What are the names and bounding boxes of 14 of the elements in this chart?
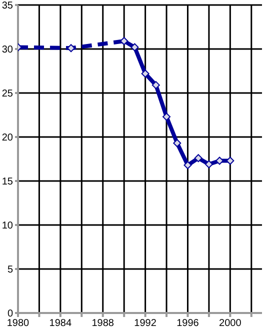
- x-tick-label: 2000: [219, 318, 242, 330]
- y-tick-label: 30: [2, 44, 14, 56]
- x-tick-label: 1992: [134, 318, 157, 330]
- y-tick-label: 20: [2, 132, 14, 144]
- y-tick-label: 25: [2, 88, 14, 100]
- x-tick-label: 1996: [176, 318, 200, 330]
- y-tick-label: 5: [7, 264, 14, 276]
- y-tick-label: 0: [7, 308, 14, 320]
- y-tick-label: 15: [2, 176, 14, 188]
- y-tick-label: 10: [2, 220, 14, 232]
- y-tick-label: 35: [2, 0, 14, 12]
- x-tick-label: 1984: [49, 318, 72, 330]
- x-tick-label: 1980: [6, 318, 30, 330]
- x-tick-label: 1988: [92, 318, 114, 330]
